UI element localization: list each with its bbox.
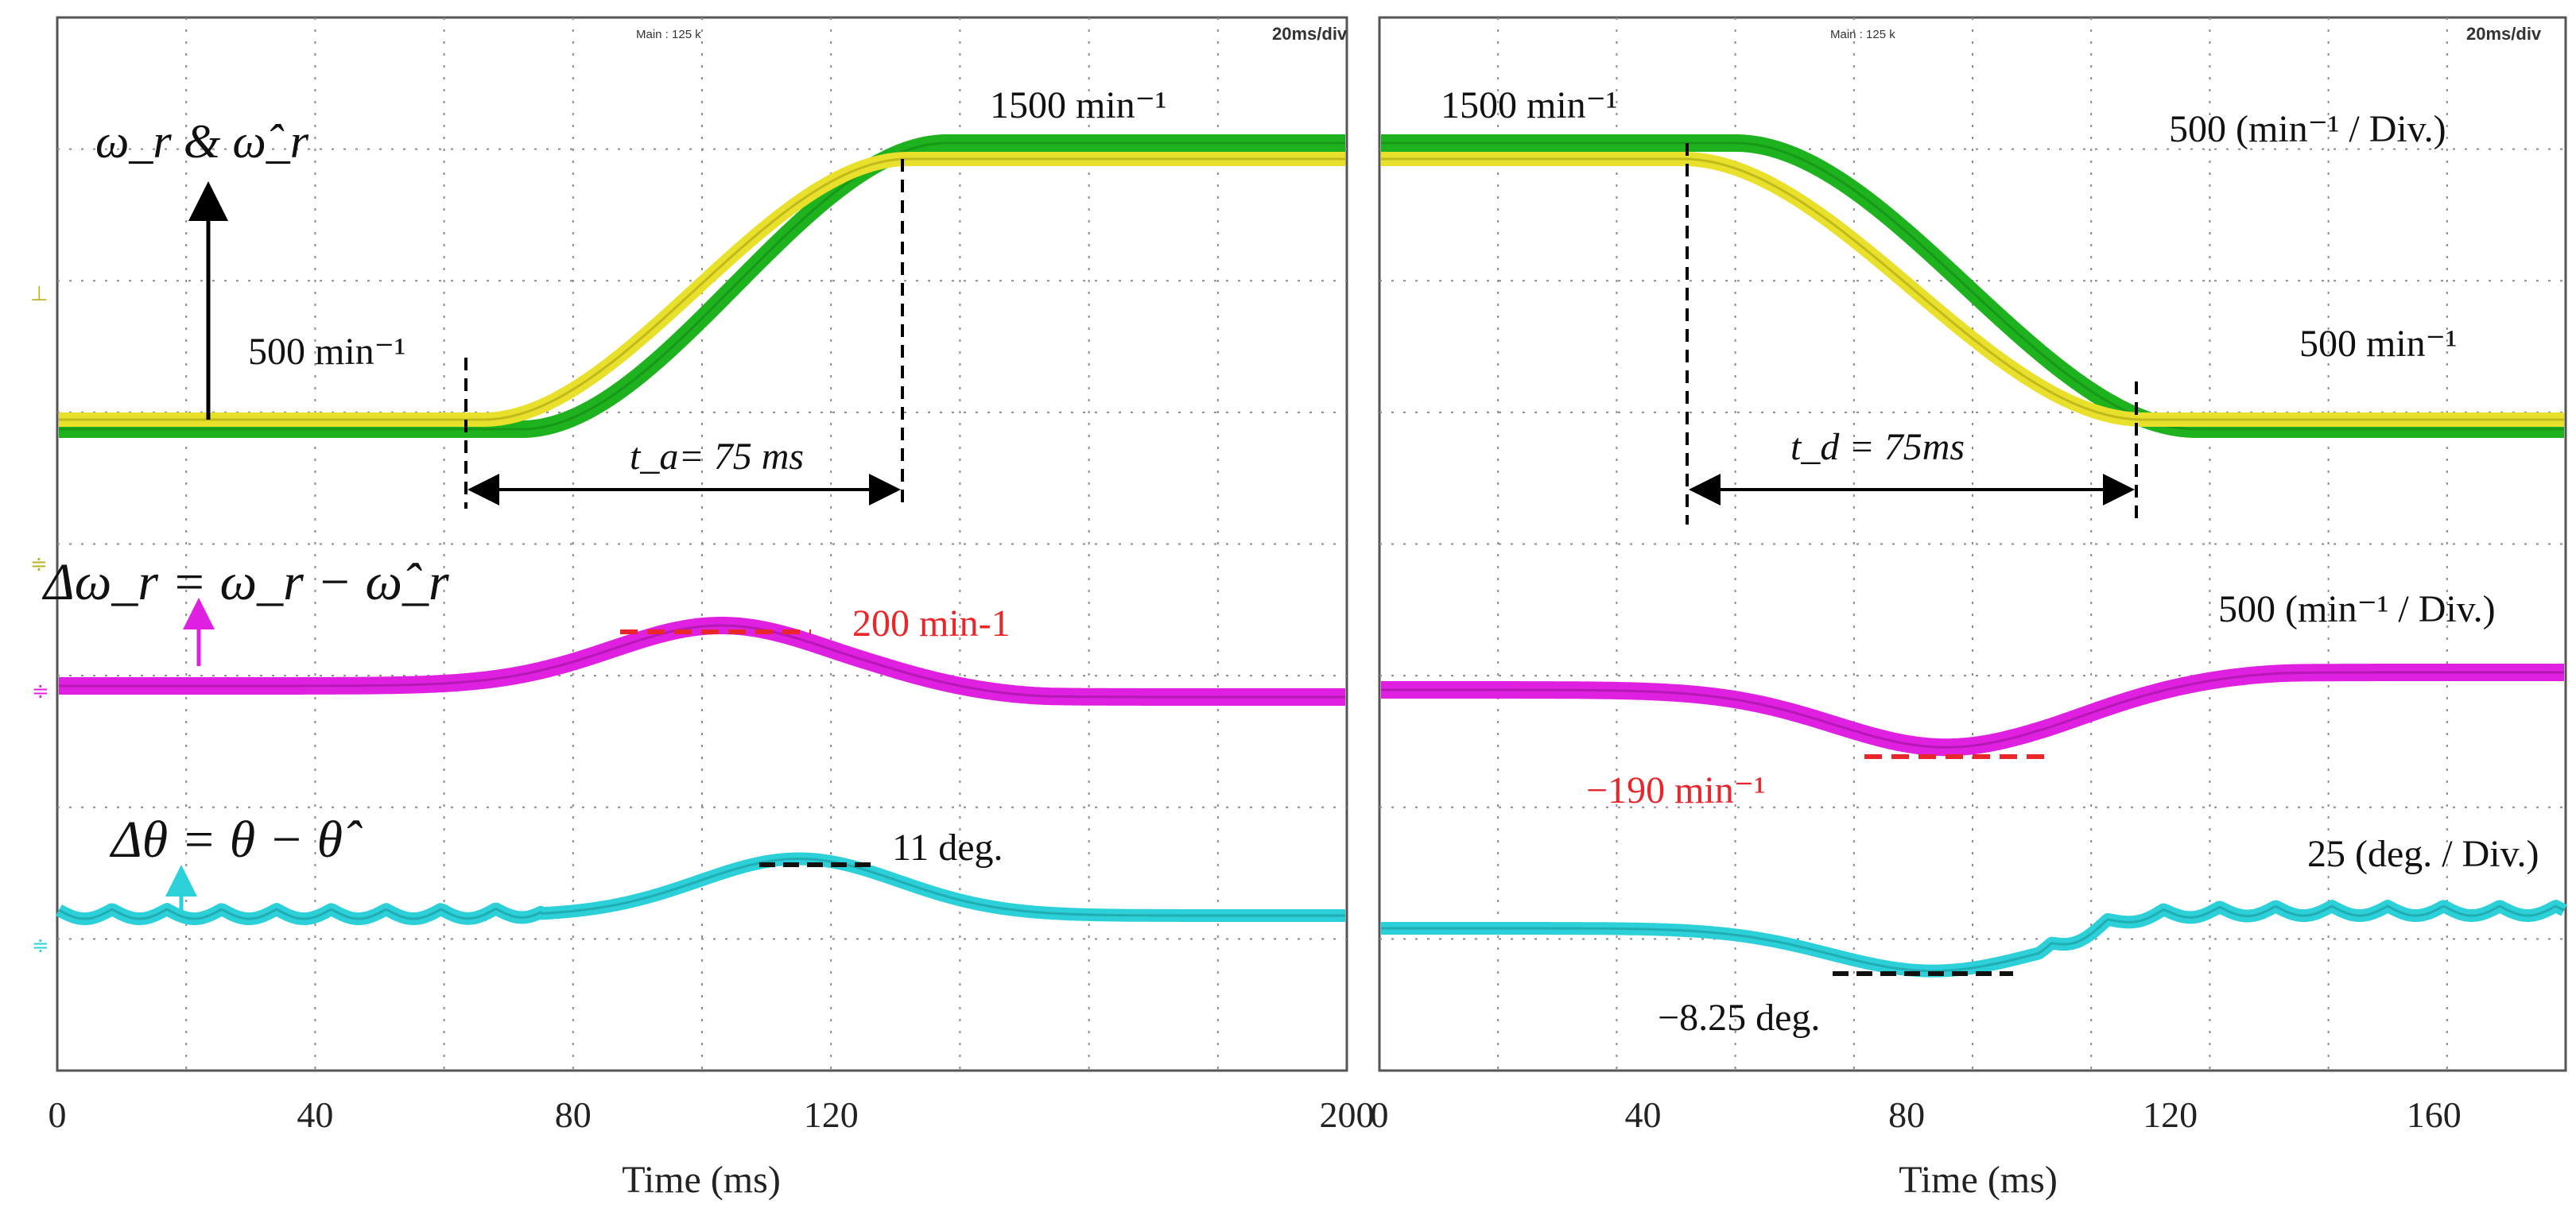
left-panel: Main : 125 k 20ms/div ⊥ ≑ ≑ ≑ ω_r & ω̂_r…	[30, 16, 1375, 1201]
left-grid	[57, 17, 1347, 1071]
ch1-marker: ⊥	[30, 281, 48, 305]
left-timebase: 20ms/div	[1272, 24, 1348, 44]
right-angle-error-trace-noise	[1381, 904, 2565, 973]
left-x-tick-label: 200	[1320, 1094, 1375, 1135]
left-end-speed-label: 1500 min⁻¹	[990, 84, 1166, 126]
right-x-ticks: 0 40 80 120 160	[1371, 1094, 2462, 1135]
right-speed-error-scale-label: 500 (min⁻¹ / Div.)	[2218, 588, 2496, 630]
left-x-tick-label: 40	[297, 1094, 333, 1135]
right-header: Main : 125 k	[1830, 28, 1895, 41]
right-actual-speed-trace-noise	[1381, 141, 2564, 431]
right-speed-error-peak-label: −190 min⁻¹	[1586, 769, 1765, 811]
left-estimated-speed-trace-noise	[59, 157, 1345, 421]
ch4-marker: ≑	[32, 933, 49, 957]
speed-trace-label: ω_r & ω̂_r	[95, 115, 309, 168]
right-x-axis-title: Time (ms)	[1899, 1159, 2058, 1201]
right-x-tick-label: 0	[1371, 1094, 1389, 1135]
left-x-tick-label: 120	[804, 1094, 859, 1135]
left-traces	[52, 134, 1352, 925]
ch3-marker: ≑	[32, 679, 49, 703]
angle-error-label: Δθ = θ − θ̂	[109, 811, 363, 869]
left-start-speed-label: 500 min⁻¹	[248, 331, 405, 373]
right-speed-error-trace-noise	[1381, 671, 2564, 749]
right-angle-error-scale-label: 25 (deg. / Div.)	[2307, 833, 2539, 875]
right-x-tick-label: 80	[1888, 1094, 1925, 1135]
right-speed-scale-label: 500 (min⁻¹ / Div.)	[2169, 108, 2446, 150]
left-x-ticks: 0 40 80 120 200	[48, 1094, 1375, 1135]
ta-label: t_a= 75 ms	[630, 436, 804, 478]
left-x-tick-label: 0	[48, 1094, 67, 1135]
left-angle-error-trace-noise	[58, 858, 1345, 920]
left-speed-error-trace-noise	[59, 624, 1345, 699]
left-actual-speed-trace-noise	[59, 141, 1345, 431]
left-x-tick-label: 80	[555, 1094, 592, 1135]
right-grid	[1379, 17, 2566, 1071]
speed-error-peak-label: 200 min-1	[852, 602, 1011, 645]
speed-error-label: Δω_r = ω_r − ω̂_r	[41, 553, 449, 611]
right-angle-error-peak-label: −8.25 deg.	[1658, 997, 1820, 1039]
right-timebase: 20ms/div	[2466, 24, 2542, 44]
right-panel: Main : 125 k 20ms/div 1500 min⁻¹ 500 (mi…	[1371, 16, 2571, 1201]
ch2-marker: ≑	[30, 552, 48, 575]
right-x-tick-label: 120	[2143, 1094, 2198, 1135]
right-end-speed-label: 500 min⁻¹	[2299, 323, 2457, 365]
right-estimated-speed-trace-noise	[1381, 157, 2564, 421]
angle-error-peak-label: 11 deg.	[892, 827, 1003, 869]
right-start-speed-label: 1500 min⁻¹	[1441, 84, 1617, 126]
td-label: t_d = 75ms	[1790, 426, 1965, 468]
right-x-tick-label: 160	[2407, 1094, 2462, 1135]
left-header: Main : 125 k	[636, 28, 701, 41]
right-x-tick-label: 40	[1625, 1094, 1662, 1135]
right-traces	[1374, 134, 2571, 978]
left-x-axis-title: Time (ms)	[622, 1159, 781, 1201]
